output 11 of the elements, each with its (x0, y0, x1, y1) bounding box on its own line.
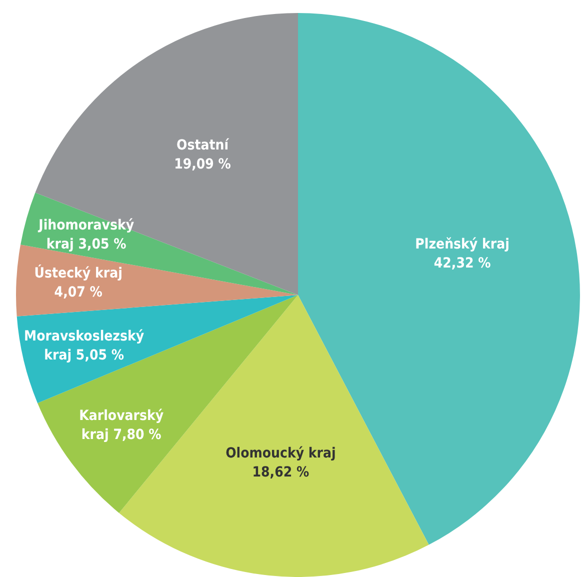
slice-label: Ostatní (176, 137, 230, 154)
slice-label: Olomoucký kraj (226, 445, 336, 462)
data-label: 19,09 % (174, 156, 232, 172)
data-label: 18,62 % (252, 464, 310, 480)
slice-label: Jihomoravský kraj 3,05 % (38, 217, 134, 252)
slice-label: Ústecký kraj (34, 264, 122, 282)
slice-label: Karlovarský kraj 7,80 % (79, 408, 164, 444)
slice-label: Moravskoslezský kraj 5,05 % (24, 328, 144, 364)
data-label: 42,32 % (434, 256, 492, 272)
data-label: 4,07 % (54, 284, 103, 301)
slice-label: Plzeňský kraj (415, 236, 510, 253)
